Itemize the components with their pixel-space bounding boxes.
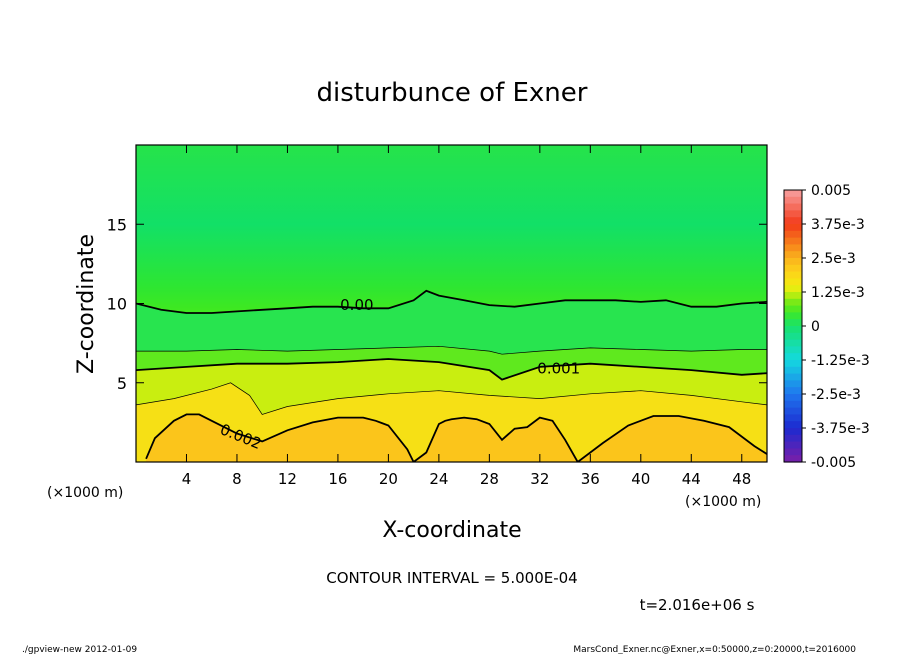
colorbar-tick-label: -3.75e-3 bbox=[811, 421, 870, 437]
footer-left: ./gpview-new 2012-01-09 bbox=[22, 645, 137, 654]
colorbar-swatch bbox=[784, 448, 802, 456]
colorbar-tick-label: 1.25e-3 bbox=[811, 285, 865, 301]
colorbar-swatch bbox=[784, 196, 802, 205]
contour-interval: CONTOUR INTERVAL = 5.000E-04 bbox=[326, 569, 577, 587]
colorbar-swatch bbox=[784, 278, 802, 286]
colorbar-swatch bbox=[784, 400, 802, 409]
colorbar-swatch bbox=[784, 455, 802, 463]
colorbar-swatch bbox=[784, 380, 802, 388]
x-tick-label: 24 bbox=[429, 470, 448, 488]
time-label: t=2.016e+06 s bbox=[640, 596, 755, 614]
x-unit-left: (×1000 m) bbox=[47, 485, 123, 501]
colorbar-tick-label: 0 bbox=[811, 319, 820, 335]
colorbar-swatch bbox=[784, 258, 802, 266]
colorbar-swatch bbox=[784, 407, 802, 415]
x-tick-label: 40 bbox=[631, 470, 650, 488]
x-tick-label: 12 bbox=[278, 470, 297, 488]
colorbar-swatch bbox=[784, 339, 802, 347]
y-tick-label: 15 bbox=[107, 215, 127, 234]
colorbar-swatch bbox=[784, 190, 802, 198]
colorbar-tick-label: 3.75e-3 bbox=[811, 217, 865, 233]
colorbar-swatch bbox=[784, 237, 802, 245]
x-tick-label: 4 bbox=[182, 470, 192, 488]
contour-label: 0.001 bbox=[537, 359, 580, 377]
colorbar-swatch bbox=[784, 230, 802, 239]
colorbar-swatch bbox=[784, 292, 802, 300]
colorbar-swatch bbox=[784, 394, 802, 402]
y-tick-label: 5 bbox=[117, 374, 127, 393]
colorbar-swatch bbox=[784, 319, 802, 327]
contour-label: 0.00 bbox=[340, 296, 373, 314]
colorbar-swatch bbox=[784, 210, 802, 218]
colorbar-tick-label: 2.5e-3 bbox=[811, 251, 856, 267]
colorbar-swatch bbox=[784, 298, 802, 307]
colorbar-swatch bbox=[784, 360, 802, 368]
contour-line bbox=[136, 382, 767, 415]
colorbar-swatch bbox=[784, 366, 802, 375]
colorbar: 0.005 3.75e-3 2.5e-3 1.25e-3 0 -1.25e-3 -2.5e-… bbox=[783, 183, 870, 471]
x-tick-label: 44 bbox=[682, 470, 701, 488]
colorbar-swatch bbox=[784, 421, 802, 429]
x-tick-label: 32 bbox=[530, 470, 549, 488]
contour-line bbox=[136, 345, 767, 355]
colorbar-swatch bbox=[784, 264, 802, 273]
colorbar-swatch bbox=[784, 251, 802, 259]
colorbar-swatch bbox=[784, 244, 802, 252]
y-tick-label: 10 bbox=[107, 295, 127, 314]
colorbar-swatch bbox=[784, 326, 802, 334]
x-tick-label: 8 bbox=[232, 470, 242, 488]
colorbar-swatch bbox=[784, 271, 802, 279]
colorbar-swatch bbox=[784, 414, 802, 422]
chart-title: disturbunce of Exner bbox=[317, 78, 588, 108]
colorbar-swatch bbox=[784, 203, 802, 211]
colorbar-swatch bbox=[784, 346, 802, 354]
x-unit-right: (×1000 m) bbox=[685, 494, 761, 510]
x-tick-label: 36 bbox=[581, 470, 600, 488]
x-axis-label: X-coordinate bbox=[382, 518, 521, 543]
colorbar-swatch bbox=[784, 434, 802, 443]
colorbar-swatch bbox=[784, 285, 802, 293]
colorbar-swatch bbox=[784, 312, 802, 320]
x-tick-label: 28 bbox=[480, 470, 499, 488]
colorbar-swatch bbox=[784, 428, 802, 436]
colorbar-tick-label: -0.005 bbox=[811, 455, 856, 471]
colorbar-swatch bbox=[784, 387, 802, 395]
colorbar-swatch bbox=[784, 305, 802, 313]
colorbar-swatch bbox=[784, 332, 802, 341]
colorbar-swatch bbox=[784, 373, 802, 381]
x-tick-label: 20 bbox=[379, 470, 398, 488]
footer-right: MarsCond_Exner.nc@Exner,x=0:50000,z=0:20… bbox=[573, 645, 856, 654]
contour-line bbox=[145, 413, 767, 462]
contour-line bbox=[136, 358, 767, 381]
contour-line bbox=[136, 289, 767, 314]
colorbar-swatch bbox=[784, 217, 802, 225]
colorbar-tick-label: -1.25e-3 bbox=[811, 353, 870, 369]
colorbar-tick-label: 0.005 bbox=[811, 183, 851, 199]
colorbar-swatch bbox=[784, 441, 802, 449]
x-tick-label: 48 bbox=[732, 470, 751, 488]
colorbar-swatch bbox=[784, 353, 802, 361]
colorbar-swatch bbox=[784, 224, 802, 232]
y-axis-label: Z-coordinate bbox=[74, 234, 99, 374]
x-tick-label: 16 bbox=[328, 470, 347, 488]
colorbar-tick-label: -2.5e-3 bbox=[811, 387, 861, 403]
